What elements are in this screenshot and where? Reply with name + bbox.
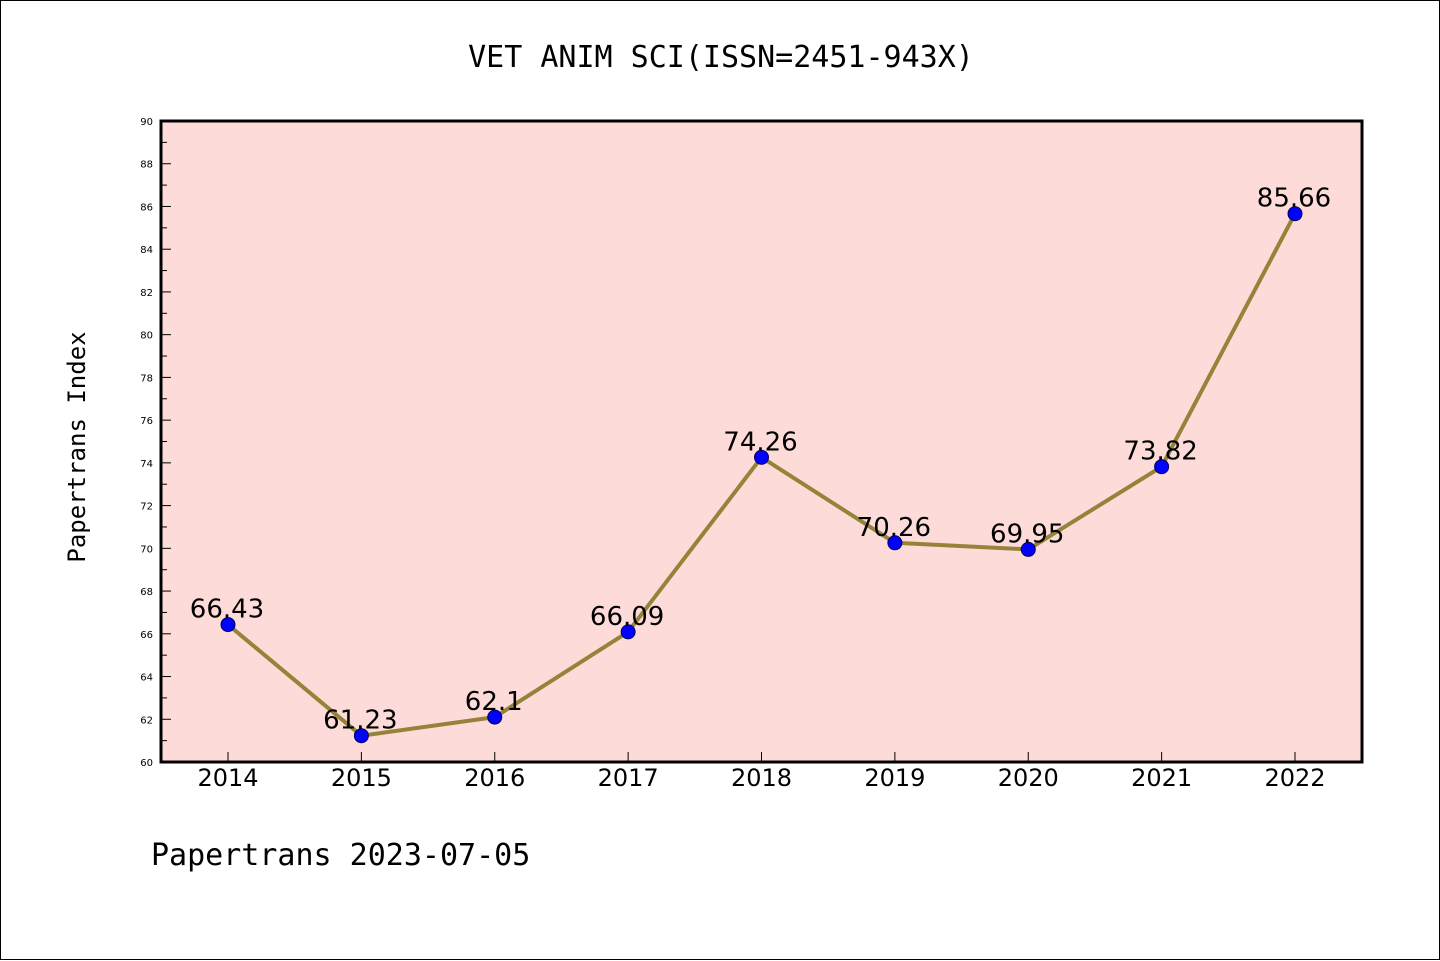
data-labels: 66.43 61.23 62.1 66.09 74.26 70.26 69.95 73.82 8… bbox=[190, 184, 1331, 736]
data-label: 66.09 bbox=[590, 602, 664, 632]
plot-area bbox=[161, 121, 1362, 762]
y-tick-label: 68 bbox=[140, 587, 153, 598]
data-point bbox=[1154, 459, 1170, 475]
x-tick-label: 2014 bbox=[197, 764, 258, 792]
data-point bbox=[1287, 206, 1303, 222]
data-point bbox=[887, 535, 903, 551]
data-markers bbox=[220, 206, 1303, 744]
data-label: 62.1 bbox=[465, 687, 523, 717]
data-point bbox=[220, 617, 236, 633]
data-point bbox=[754, 449, 769, 465]
x-tick-label: 2018 bbox=[731, 764, 792, 792]
y-tick-label: 84 bbox=[140, 245, 153, 256]
y-tick-label: 78 bbox=[140, 373, 153, 384]
data-label: 61.23 bbox=[323, 706, 397, 736]
x-tick-label: 2022 bbox=[1264, 764, 1325, 792]
y-axis: 60 62 64 66 68 70 72 74 76 78 80 82 84 86 88 90 bbox=[140, 117, 171, 769]
data-point bbox=[487, 709, 503, 725]
data-label: 69.95 bbox=[990, 519, 1064, 549]
data-label: 66.43 bbox=[190, 595, 264, 625]
y-tick-label: 64 bbox=[140, 673, 153, 684]
y-tick-label: 90 bbox=[140, 117, 153, 128]
plot-border bbox=[159, 119, 1364, 764]
y-tick-label: 60 bbox=[140, 758, 153, 769]
x-tick-label: 2021 bbox=[1131, 764, 1192, 792]
data-point bbox=[1020, 541, 1036, 557]
footer-date: Papertrans 2023-07-05 bbox=[151, 838, 530, 873]
data-point bbox=[353, 728, 369, 744]
y-tick-label: 88 bbox=[140, 160, 153, 171]
y-axis-label: Papertrans Index bbox=[63, 331, 91, 562]
x-tick-label: 2017 bbox=[598, 764, 659, 792]
chart-title: VET ANIM SCI(ISSN=2451-943X) bbox=[468, 40, 974, 75]
y-tick-label: 76 bbox=[140, 416, 153, 427]
y-tick-label: 80 bbox=[140, 331, 153, 342]
y-tick-label: 62 bbox=[140, 715, 153, 726]
x-tick-label: 2016 bbox=[464, 764, 525, 792]
y-tick-label: 74 bbox=[140, 459, 153, 470]
data-label: 73.82 bbox=[1123, 437, 1197, 467]
data-label: 70.26 bbox=[857, 513, 931, 543]
y-tick-label: 82 bbox=[140, 288, 153, 299]
x-tick-label: 2015 bbox=[331, 764, 392, 792]
y-tick-label: 66 bbox=[140, 630, 153, 641]
data-label: 74.26 bbox=[723, 427, 797, 457]
data-label: 85.66 bbox=[1257, 184, 1331, 214]
x-axis: 2014 2015 2016 2017 2018 2019 2020 2021 2022 bbox=[197, 752, 1326, 792]
y-tick-label: 86 bbox=[140, 202, 153, 213]
data-point bbox=[620, 624, 636, 640]
y-tick-label: 70 bbox=[140, 544, 153, 555]
x-tick-label: 2020 bbox=[998, 764, 1059, 792]
y-tick-label: 72 bbox=[140, 502, 153, 513]
x-tick-label: 2019 bbox=[864, 764, 925, 792]
